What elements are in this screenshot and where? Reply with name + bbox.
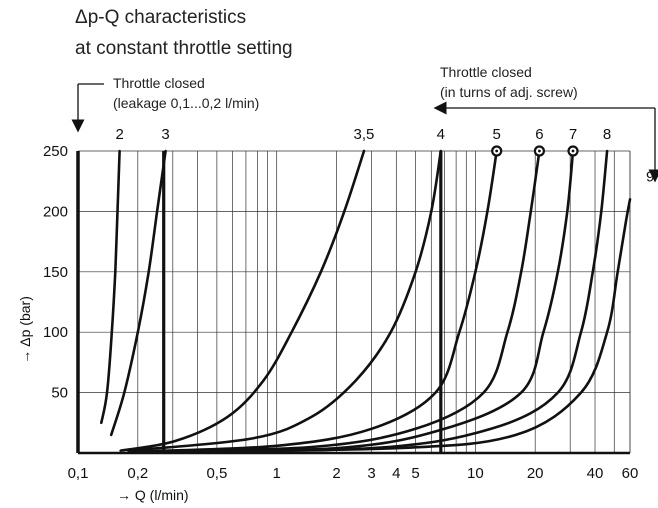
x-axis-label: → Q (l/min) [117, 487, 189, 503]
x-tick-label: 10 [467, 465, 484, 482]
curves [100, 145, 632, 454]
x-tick-label: 5 [411, 465, 419, 482]
curve-4 [127, 149, 443, 452]
curve-label-7: 7 [569, 126, 577, 143]
curve-label-5: 5 [493, 126, 501, 143]
left-annotation-line-1: Throttle closed [113, 75, 205, 91]
chart-subtitle: at constant throttle setting [75, 38, 293, 59]
curve-label-3,5: 3,5 [354, 126, 375, 143]
x-tick-label: 60 [622, 465, 639, 482]
series-labels: 2 3 3,5 4 5 6 7 8 9 [115, 126, 654, 185]
x-tick-label: 1 [273, 465, 281, 482]
grid [78, 150, 630, 453]
curve-label-4: 4 [437, 126, 445, 143]
axes-frame [76, 151, 631, 455]
y-tick-label: 50 [51, 385, 68, 402]
endpoint-marker-dot-5 [495, 149, 499, 153]
left-annotation-line-2: (leakage 0,1...0,2 l/min) [113, 95, 260, 111]
right-annotation: Throttle closed (in turns of adj. screw) [440, 62, 578, 102]
y-tick-label: 200 [43, 203, 68, 220]
x-tick-label: 3 [367, 465, 375, 482]
right-annotation-line-1: Throttle closed [440, 64, 532, 80]
curve-label-6: 6 [535, 126, 543, 143]
x-tick-label: 0,5 [206, 465, 227, 482]
curve-label-2: 2 [115, 126, 123, 143]
curve-label-3: 3 [161, 126, 169, 143]
curve-5 [127, 149, 498, 454]
x-tick-label: 0,1 [68, 465, 89, 482]
right-annotation-line-2: (in turns of adj. screw) [440, 84, 578, 100]
x-tick-label: 0,2 [127, 465, 148, 482]
curve-3,5 [119, 149, 366, 452]
x-tick-label: 40 [587, 465, 604, 482]
y-tick-label: 100 [43, 324, 68, 341]
curve-9 [127, 198, 632, 454]
curve-label-8: 8 [603, 126, 611, 143]
guide-arrows [71, 83, 658, 183]
curve-6 [127, 149, 541, 454]
y-tick-label: 250 [43, 143, 68, 160]
chart-title: Δp-Q characteristics [75, 7, 247, 28]
y-tick-label: 150 [43, 264, 68, 281]
x-tick-label: 20 [527, 465, 544, 482]
tick-labels: 0,1 0,2 0,5 1 2 3 4 5 10 20 40 60 50 100 150 200 250 [43, 143, 638, 482]
curve-label-9: 9 [646, 168, 654, 185]
curve-3 [109, 149, 167, 437]
curve-2 [100, 149, 121, 425]
left-annotation: Throttle closed (leakage 0,1...0,2 l/min… [113, 73, 259, 113]
endpoint-marker-dot-6 [538, 149, 541, 153]
x-tick-label: 2 [332, 465, 340, 482]
y-axis-label: → Δp (bar) [17, 296, 33, 364]
x-tick-label: 4 [392, 465, 400, 482]
endpoint-marker-dot-7 [571, 149, 575, 153]
